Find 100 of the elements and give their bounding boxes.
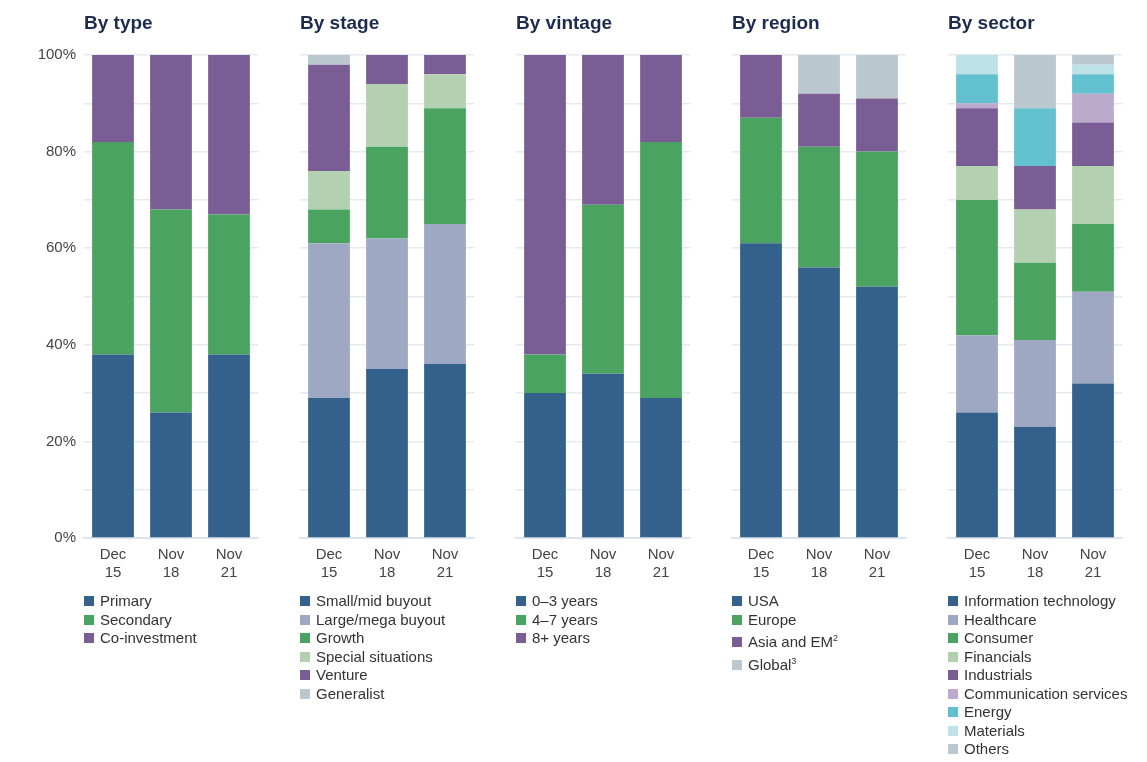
bar (798, 267, 840, 538)
x-tick-label: Nov 18 (589, 545, 617, 581)
legend-label: Europe (748, 610, 797, 629)
legend-label: Special situations (316, 647, 433, 666)
bar (1072, 64, 1114, 75)
bar (956, 55, 998, 75)
legend-label: Venture (316, 666, 368, 685)
bar (366, 368, 408, 538)
bar (1014, 262, 1056, 340)
bar (956, 74, 998, 104)
bar (640, 141, 682, 398)
bar (856, 286, 898, 538)
bar (208, 55, 250, 215)
bar (956, 103, 998, 109)
bar (956, 199, 998, 336)
bar (740, 243, 782, 538)
bar (366, 55, 408, 84)
bar (366, 83, 408, 147)
chart-title: By vintage (515, 12, 614, 34)
legend-label: 0–3 years (532, 592, 598, 611)
legend-label: Global$^{3}$ (748, 654, 797, 674)
legend-label: Others (964, 740, 1010, 759)
legend-label: 4–7 years (532, 610, 598, 629)
x-tick-label: Dec 15 (99, 545, 127, 581)
legend-label: Growth (316, 629, 365, 648)
bar (150, 209, 192, 413)
bar (1014, 339, 1056, 427)
bar (92, 141, 134, 355)
legend-label: USA (748, 592, 779, 611)
x-tick-label: Dec 15 (315, 545, 343, 581)
x-tick-label: Nov 21 (647, 545, 675, 581)
bar (798, 146, 840, 268)
bar (956, 166, 998, 200)
legend-label: Large/mega buyout (316, 610, 446, 629)
bar (208, 354, 250, 538)
bar (424, 74, 466, 109)
bar (150, 412, 192, 538)
bar (740, 117, 782, 244)
bar (308, 64, 350, 171)
legend-label: Information technology (964, 592, 1116, 611)
chart-title: By type (83, 12, 154, 34)
bar (856, 98, 898, 152)
bar (1072, 122, 1114, 167)
bar (308, 243, 350, 398)
bar (308, 397, 350, 538)
bar (366, 146, 408, 239)
legend-label: Secondary (100, 610, 172, 629)
bar (1072, 93, 1114, 123)
bar (208, 214, 250, 355)
x-tick-label: Dec 15 (747, 545, 775, 581)
x-tick-label: Nov 21 (1079, 545, 1107, 581)
legend-label: Small/mid buyout (316, 592, 432, 611)
bar (640, 397, 682, 538)
bar (424, 224, 466, 365)
bar (856, 151, 898, 287)
bar (740, 55, 782, 118)
x-tick-label: Nov 21 (431, 545, 459, 581)
x-tick-label: Nov 18 (805, 545, 833, 581)
bar (1014, 55, 1056, 109)
bar (308, 55, 350, 65)
x-tick-label: Nov 21 (863, 545, 891, 581)
legend-label: 8+ years (532, 629, 590, 648)
bar (1072, 166, 1114, 225)
bar (1072, 74, 1114, 94)
legend-label: Co-investment (100, 629, 197, 648)
legend-label: Consumer (964, 629, 1034, 648)
bar (640, 55, 682, 142)
bar (1014, 108, 1056, 167)
x-tick-label: Nov 18 (1021, 545, 1049, 581)
bar (956, 412, 998, 538)
legend-label: Industrials (964, 666, 1033, 685)
bar (1014, 209, 1056, 263)
y-tick-label: 100% (37, 45, 76, 63)
legend-label: Financials (964, 647, 1032, 666)
x-tick-label: Nov 21 (215, 545, 243, 581)
y-tick-label: 40% (45, 334, 76, 352)
x-tick-label: Nov 18 (373, 545, 401, 581)
legend-label: Asia and EM$^{2}$ (748, 632, 839, 652)
bar (856, 55, 898, 99)
legend-label: Primary (100, 592, 152, 611)
x-tick-label: Dec 15 (963, 545, 991, 581)
legend-label: Generalist (316, 684, 385, 703)
y-tick-label: 0% (54, 528, 76, 546)
bar (798, 55, 840, 94)
bar (524, 393, 566, 538)
y-tick-label: 60% (45, 238, 76, 256)
chart-title: By sector (947, 12, 1036, 34)
bar (582, 373, 624, 538)
bar (1072, 224, 1114, 292)
bar (424, 108, 466, 225)
bar (524, 55, 566, 355)
bar (1072, 55, 1114, 65)
legend-label: Energy (964, 703, 1012, 722)
y-tick-label: 20% (45, 431, 76, 449)
y-tick-label: 80% (45, 141, 76, 159)
bar (308, 170, 350, 210)
bar (424, 364, 466, 538)
bar (1072, 291, 1114, 384)
bar (1014, 426, 1056, 538)
bar (582, 55, 624, 205)
